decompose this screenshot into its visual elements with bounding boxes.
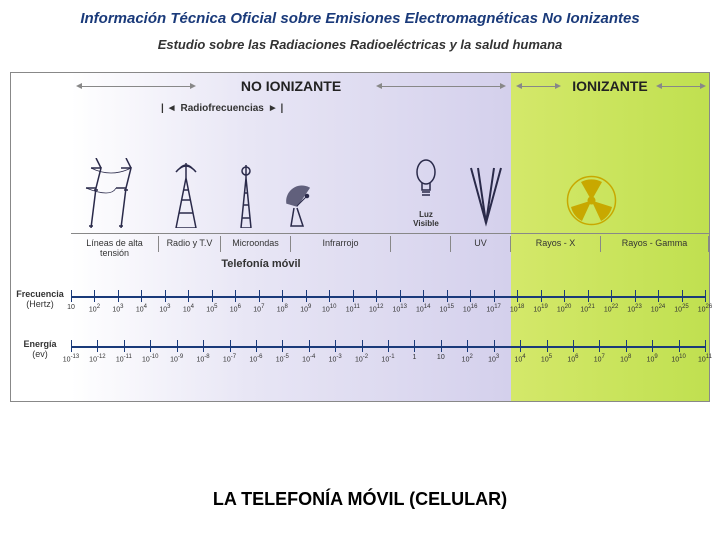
tick-label: 10 [67, 304, 75, 311]
subtitle: Estudio sobre las Radiaciones Radioeléct… [20, 37, 700, 52]
radiation-icon [561, 173, 621, 228]
tick-label: 10-11 [116, 354, 132, 363]
power-lines-icon [76, 158, 146, 228]
main-title: Información Técnica Oficial sobre Emisio… [20, 10, 700, 27]
tick-label: 10-7 [223, 354, 236, 363]
tick-label: 103 [112, 304, 123, 313]
tick-label: 1023 [627, 304, 641, 313]
tick-label: 107 [594, 354, 605, 363]
tick-label: 10-4 [302, 354, 315, 363]
band-cell: Líneas de alta tensión [71, 236, 159, 252]
tick-label: 1015 [439, 304, 453, 313]
tick-label: 1016 [463, 304, 477, 313]
tick-label: 1017 [486, 304, 500, 313]
band-cell: Radio y T.V [159, 236, 221, 252]
tick-label: 1011 [346, 304, 360, 313]
tick-label: 10 [437, 354, 445, 361]
tick-label: 10-5 [276, 354, 289, 363]
tick-label: 1019 [533, 304, 547, 313]
band-cell: Microondas [221, 236, 291, 252]
tick-label: 10-3 [329, 354, 342, 363]
tick-label: 1014 [416, 304, 430, 313]
tick-label: 10-9 [170, 354, 183, 363]
tick-label: 106 [567, 354, 578, 363]
tick-label: 1026 [698, 304, 712, 313]
tick-label: 1 [412, 354, 416, 361]
tick-label: 106 [230, 304, 241, 313]
tick-label: 103 [159, 304, 170, 313]
tick-label: 10-1 [381, 354, 394, 363]
tick-label: 102 [462, 354, 473, 363]
tick-label: 1024 [651, 304, 665, 313]
tick-label: 1012 [369, 304, 383, 313]
scale-label: Frecuencia(Hertz) [11, 290, 69, 310]
band-cell: UV [451, 236, 511, 252]
satellite-dish-icon [276, 178, 321, 228]
tick-label: 1022 [604, 304, 618, 313]
tick-label: 1018 [510, 304, 524, 313]
lightbulb-icon: Luz Visible [411, 158, 441, 228]
uv-rays-icon [466, 163, 506, 228]
band-row: Líneas de alta tensiónRadio y T.VMicroon… [71, 233, 709, 253]
tick-label: 1025 [674, 304, 688, 313]
tick-label: 105 [541, 354, 552, 363]
rf-label: | ◄Radiofrecuencias► | [161, 103, 283, 114]
ionizing-arrow-right [661, 86, 701, 87]
band-cell: Rayos - X [511, 236, 601, 252]
tick-label: 10-8 [197, 354, 210, 363]
tick-label: 10-13 [63, 354, 79, 363]
tick-label: 10-6 [249, 354, 262, 363]
telefonia-label: Telefonía móvil [71, 258, 451, 270]
tick-label: 104 [136, 304, 147, 313]
tick-label: 1010 [671, 354, 685, 363]
scale-track: 10-1310-1210-1110-1010-910-810-710-610-5… [71, 338, 705, 354]
tick-label: 1013 [392, 304, 406, 313]
tick-label: 108 [277, 304, 288, 313]
tick-label: 104 [515, 354, 526, 363]
cell-tower-icon [226, 163, 266, 228]
tick-label: 10-12 [89, 354, 105, 363]
tick-label: 1010 [322, 304, 336, 313]
icons-row: Luz Visible [71, 128, 709, 228]
band-cell [391, 236, 451, 252]
caption: LA TELEFONÍA MÓVIL (CELULAR) [0, 489, 720, 510]
tick-label: 104 [183, 304, 194, 313]
band-cell: Infrarrojo [291, 236, 391, 252]
scale-label: Energía(ev) [11, 340, 69, 360]
tick-label: 105 [206, 304, 217, 313]
tick-label: 10-10 [142, 354, 158, 363]
band-cell: Rayos - Gamma [601, 236, 709, 252]
spectrum-diagram: NO IONIZANTE IONIZANTE | ◄Radiofrecuenci… [10, 72, 710, 402]
tick-label: 10-2 [355, 354, 368, 363]
tick-label: 109 [300, 304, 311, 313]
tick-label: 109 [647, 354, 658, 363]
tick-label: 102 [89, 304, 100, 313]
tick-label: 1021 [580, 304, 594, 313]
tick-label: 108 [620, 354, 631, 363]
radio-tower-icon [161, 158, 211, 228]
scale-track: 1010210310410310410510610710810910101011… [71, 288, 705, 304]
tick-label: 103 [488, 354, 499, 363]
tick-label: 1011 [698, 354, 712, 363]
tick-label: 1020 [557, 304, 571, 313]
non-ionizing-arrow-right [381, 86, 501, 87]
tick-label: 107 [253, 304, 264, 313]
